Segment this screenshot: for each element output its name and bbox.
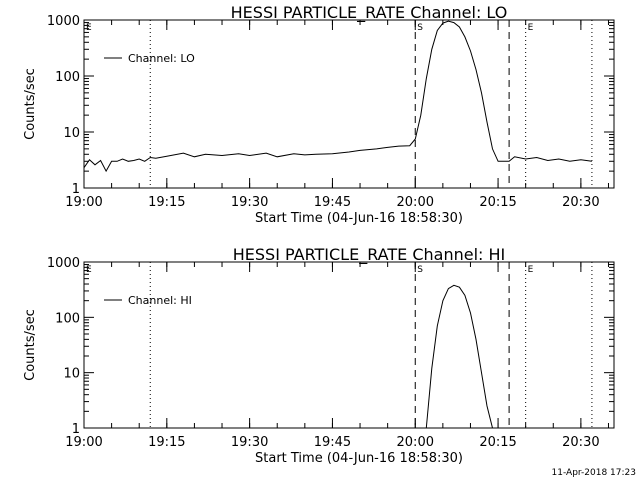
- y-tick-label: 1000: [47, 14, 80, 29]
- y-axis-label: Counts/sec: [23, 309, 38, 381]
- series-line: [83, 20, 592, 173]
- x-tick-label: 19:30: [231, 195, 268, 210]
- y-tick-label: 1: [72, 182, 80, 197]
- x-tick-label: 20:30: [562, 195, 599, 210]
- x-tick-label: 20:00: [397, 435, 434, 450]
- x-tick-label: 20:30: [562, 435, 599, 450]
- legend-label: Channel: HI: [128, 294, 192, 307]
- x-tick-label: 19:15: [148, 195, 185, 210]
- edge-marker-label: E: [86, 23, 92, 33]
- series-line: [425, 284, 493, 429]
- x-tick-label: 19:45: [314, 195, 351, 210]
- chart-title: HESSI PARTICLE_RATE Channel: LO: [231, 3, 508, 23]
- x-tick-label: 19:30: [231, 435, 268, 450]
- chart-title: HESSI PARTICLE_RATE Channel: HI: [233, 245, 506, 265]
- y-tick-label: 100: [55, 311, 80, 326]
- x-axis-label: Start Time (04-Jun-16 18:58:30): [255, 211, 463, 226]
- y-tick-label: 10: [63, 367, 80, 382]
- x-tick-label: 20:00: [397, 195, 434, 210]
- x-axis-label: Start Time (04-Jun-16 18:58:30): [255, 451, 463, 466]
- y-axis-label: Counts/sec: [23, 68, 38, 140]
- plot-frame: [83, 19, 615, 189]
- x-tick-label: 19:00: [65, 435, 102, 450]
- y-tick-label: 10: [63, 126, 80, 141]
- marker-label: E: [528, 23, 534, 33]
- chart-panel-0: HESSI PARTICLE_RATE Channel: LO 1 10 100 100…: [23, 3, 615, 226]
- x-tick-label: 19:00: [65, 195, 102, 210]
- marker-label: S: [417, 265, 423, 275]
- plot-timestamp: 11-Apr-2018 17:23: [552, 468, 636, 478]
- y-tick-label: 1000: [47, 256, 80, 271]
- legend-label: Channel: LO: [128, 52, 195, 65]
- y-tick-label: 100: [55, 70, 80, 85]
- x-tick-label: 20:15: [479, 435, 516, 450]
- marker-label: S: [417, 23, 423, 33]
- marker-label: E: [528, 265, 534, 275]
- x-tick-label: 19:15: [148, 435, 185, 450]
- plot-frame: [83, 261, 615, 429]
- y-tick-label: 1: [72, 422, 80, 437]
- edge-marker-label: E: [86, 265, 92, 275]
- x-tick-label: 19:45: [314, 435, 351, 450]
- x-tick-label: 20:15: [479, 195, 516, 210]
- chart-panel-1: HESSI PARTICLE_RATE Channel: HI 1 10 100 100…: [23, 245, 615, 466]
